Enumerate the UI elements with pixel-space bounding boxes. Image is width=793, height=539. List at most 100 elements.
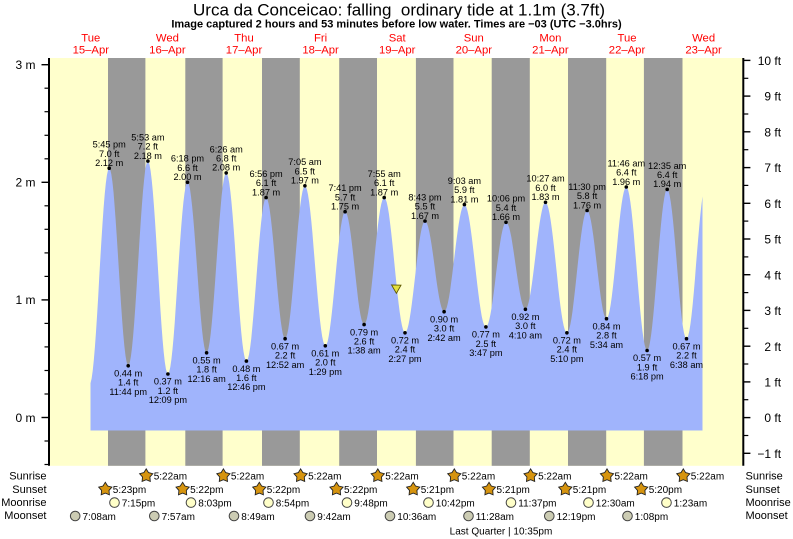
- svg-text:5:22am: 5:22am: [385, 472, 418, 483]
- svg-text:7:15pm: 7:15pm: [122, 498, 155, 509]
- svg-text:Sun: Sun: [464, 32, 484, 44]
- svg-text:5:21pm: 5:21pm: [573, 485, 606, 496]
- svg-text:0.90 m: 0.90 m: [430, 314, 458, 324]
- svg-text:8:43 pm: 8:43 pm: [408, 193, 442, 203]
- svg-text:5:22pm: 5:22pm: [267, 485, 300, 496]
- svg-text:12:35 am: 12:35 am: [648, 161, 687, 171]
- svg-text:0.44 m: 0.44 m: [114, 369, 142, 379]
- svg-text:1.87 m: 1.87 m: [370, 187, 398, 197]
- svg-text:1.9 ft: 1.9 ft: [637, 362, 658, 372]
- svg-text:Moonrise: Moonrise: [746, 497, 791, 509]
- svg-text:Sunrise: Sunrise: [9, 471, 46, 483]
- svg-text:2.5 ft: 2.5 ft: [476, 339, 497, 349]
- svg-text:2.2 ft: 2.2 ft: [676, 351, 697, 361]
- svg-text:9:03 am: 9:03 am: [448, 176, 482, 186]
- svg-text:1.8 ft: 1.8 ft: [196, 365, 217, 375]
- svg-text:23–Apr: 23–Apr: [685, 45, 722, 57]
- svg-text:5:22am: 5:22am: [615, 472, 648, 483]
- svg-text:5:20pm: 5:20pm: [649, 485, 682, 496]
- svg-text:5:22am: 5:22am: [691, 472, 724, 483]
- svg-text:6.4 ft: 6.4 ft: [616, 168, 637, 178]
- svg-text:2.4 ft: 2.4 ft: [395, 345, 416, 355]
- svg-text:5.8 ft: 5.8 ft: [577, 191, 598, 201]
- svg-text:10:36am: 10:36am: [397, 512, 436, 523]
- svg-text:6:38 am: 6:38 am: [670, 360, 704, 370]
- svg-text:2:42 am: 2:42 am: [427, 333, 461, 343]
- svg-text:5:22am: 5:22am: [462, 472, 495, 483]
- svg-text:7:08am: 7:08am: [83, 512, 116, 523]
- svg-text:2.8 ft: 2.8 ft: [596, 331, 617, 341]
- svg-text:2 m: 2 m: [15, 176, 35, 190]
- svg-text:6.6 ft: 6.6 ft: [177, 163, 198, 173]
- svg-text:Sunset: Sunset: [746, 484, 780, 496]
- svg-text:11:46 am: 11:46 am: [607, 158, 645, 168]
- svg-text:5:34 am: 5:34 am: [590, 340, 624, 350]
- svg-text:Urca da Conceicao: falling or: Urca da Conceicao: falling ordinary tide…: [193, 0, 605, 19]
- svg-text:12:46 pm: 12:46 pm: [227, 382, 266, 392]
- svg-text:5 ft: 5 ft: [764, 233, 781, 247]
- svg-text:2.08 m: 2.08 m: [212, 163, 240, 173]
- svg-text:5:22pm: 5:22pm: [344, 485, 377, 496]
- svg-text:1.94 m: 1.94 m: [653, 179, 681, 189]
- svg-text:15–Apr: 15–Apr: [73, 45, 110, 57]
- svg-text:3 ft: 3 ft: [764, 304, 781, 318]
- svg-text:Moonrise: Moonrise: [1, 497, 46, 509]
- svg-text:Moonset: Moonset: [4, 510, 46, 522]
- svg-text:10 ft: 10 ft: [758, 54, 782, 68]
- svg-text:12:30am: 12:30am: [596, 498, 635, 509]
- svg-text:1.76 m: 1.76 m: [573, 200, 601, 210]
- svg-text:1.4 ft: 1.4 ft: [118, 378, 139, 388]
- svg-text:7.2 ft: 7.2 ft: [138, 142, 159, 152]
- svg-text:0.79 m: 0.79 m: [350, 327, 378, 337]
- svg-text:2.00 m: 2.00 m: [173, 172, 201, 182]
- svg-text:11:37pm: 11:37pm: [518, 498, 556, 509]
- svg-text:1.83 m: 1.83 m: [531, 192, 559, 202]
- svg-text:3 m: 3 m: [15, 58, 35, 72]
- svg-text:1.6 ft: 1.6 ft: [236, 373, 257, 383]
- svg-text:2:27 pm: 2:27 pm: [388, 354, 422, 364]
- svg-text:12:16 am: 12:16 am: [187, 374, 226, 384]
- svg-text:7:41 pm: 7:41 pm: [328, 183, 362, 193]
- svg-text:Sunset: Sunset: [12, 484, 46, 496]
- svg-text:6.8 ft: 6.8 ft: [216, 154, 237, 164]
- svg-text:4 ft: 4 ft: [764, 268, 781, 282]
- svg-text:5:22am: 5:22am: [538, 472, 571, 483]
- svg-text:0 ft: 0 ft: [764, 411, 781, 425]
- svg-text:5:23pm: 5:23pm: [113, 485, 146, 496]
- svg-text:0.67 m: 0.67 m: [672, 341, 700, 351]
- svg-text:9 ft: 9 ft: [764, 90, 781, 104]
- svg-text:0.67 m: 0.67 m: [271, 341, 299, 351]
- svg-text:7 ft: 7 ft: [764, 161, 781, 175]
- svg-text:17–Apr: 17–Apr: [226, 45, 263, 57]
- svg-text:0.92 m: 0.92 m: [511, 312, 539, 322]
- svg-text:1.81 m: 1.81 m: [450, 194, 478, 204]
- svg-text:10:27 am: 10:27 am: [526, 174, 565, 184]
- svg-text:7:05 am: 7:05 am: [288, 157, 322, 167]
- svg-text:2 ft: 2 ft: [764, 340, 781, 354]
- svg-text:22–Apr: 22–Apr: [609, 45, 646, 57]
- svg-text:5.5 ft: 5.5 ft: [415, 202, 436, 212]
- svg-text:6.4 ft: 6.4 ft: [657, 170, 678, 180]
- svg-text:7:57am: 7:57am: [162, 512, 195, 523]
- svg-text:10:06 pm: 10:06 pm: [487, 194, 526, 204]
- svg-text:5:22pm: 5:22pm: [190, 485, 223, 496]
- svg-text:5.4 ft: 5.4 ft: [496, 203, 517, 213]
- svg-text:1.66 m: 1.66 m: [492, 212, 520, 222]
- svg-text:9:48pm: 9:48pm: [354, 498, 387, 509]
- svg-text:6:26 am: 6:26 am: [210, 144, 244, 154]
- svg-text:5.9 ft: 5.9 ft: [454, 185, 475, 195]
- svg-text:3:47 pm: 3:47 pm: [469, 348, 503, 358]
- svg-text:5:53 am: 5:53 am: [131, 133, 165, 143]
- svg-text:6:18 pm: 6:18 pm: [630, 372, 664, 382]
- svg-text:0.55 m: 0.55 m: [193, 356, 221, 366]
- svg-text:2.4 ft: 2.4 ft: [557, 345, 578, 355]
- svg-text:Wed: Wed: [156, 32, 179, 44]
- svg-text:0.61 m: 0.61 m: [311, 349, 339, 359]
- svg-text:12:52 am: 12:52 am: [266, 360, 305, 370]
- svg-text:Thu: Thu: [234, 32, 253, 44]
- svg-text:2.18 m: 2.18 m: [134, 151, 162, 161]
- svg-text:6.5 ft: 6.5 ft: [295, 166, 316, 176]
- svg-text:8 ft: 8 ft: [764, 125, 781, 139]
- svg-text:Tue: Tue: [617, 32, 636, 44]
- svg-text:5:22am: 5:22am: [154, 472, 187, 483]
